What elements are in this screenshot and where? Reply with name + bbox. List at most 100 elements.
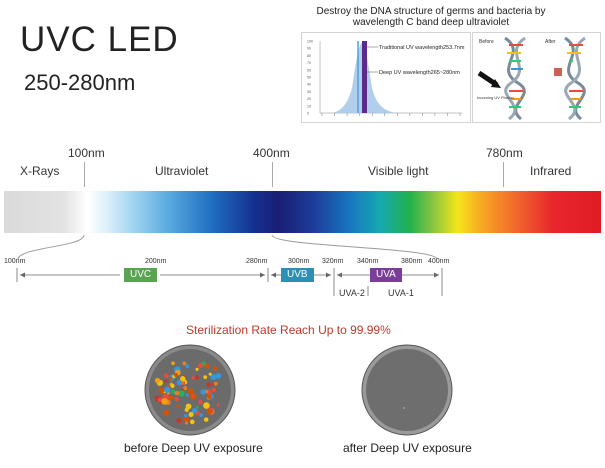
after-caption: after Deep UV exposure [343,441,472,455]
bacteria-colony [200,389,207,395]
uva1-label: UVA-1 [388,288,414,298]
legend-traditional: Traditional UV wavelength253.7nm [379,45,465,51]
petri-dish-after [361,344,453,436]
legend-deep: Deep UV wavelength265~280nm [379,70,460,76]
bacteria-colony [194,375,200,380]
bacteria-colony [198,363,203,368]
bacteria-colony [177,390,185,397]
before-caption: before Deep UV exposure [124,441,263,455]
uv-bands-svg [16,268,443,296]
y-tick-label: 60 [307,68,311,72]
bacteria-colony [185,364,190,369]
deep-uv-band [362,41,367,113]
spectrum-bar [4,191,601,233]
tick-340nm: 340nm [357,258,379,265]
bacteria-colony [157,397,163,403]
bacteria-colony [170,383,175,388]
y-tick-label: 50 [307,76,311,80]
bacteria-colony [207,394,212,399]
dna-caption: Destroy the DNA structure of germs and b… [316,6,546,28]
y-tick-label: 100 [307,40,313,44]
bacteria-colony [206,409,212,415]
bacteria-colony [184,413,188,418]
y-tick-label: 30 [307,90,311,94]
bacteria-colony [208,372,212,376]
uvb-badge: UVB [281,268,314,282]
uvc-badge: UVC [124,268,158,282]
bacteria-colony [195,367,199,371]
zoom-connector [17,234,438,260]
bacteria-colony [198,399,203,405]
bacteria-colony [180,376,186,382]
region-xrays: X-Rays [20,164,60,178]
bacteria-colony [213,381,218,386]
divider-780nm [503,162,504,187]
bacteria-colony [183,416,190,423]
uva2-label: UVA-2 [339,288,365,298]
bacteria-colony [203,375,208,380]
after-label: After [545,39,556,45]
bacteria-colony [189,419,195,425]
y-tick-label: 90 [307,47,311,51]
uv-spectrum-chart: 100 90 80 70 60 50 40 30 20 10 0 Traditional UV wa… [301,32,471,123]
bacteria-colony [212,366,218,371]
bacteria-colony [182,361,187,366]
bacteria-colony [199,413,203,418]
bacteria-colony [176,404,180,408]
tick-280nm: 280nm [246,258,268,265]
marker-100nm: 100nm [68,146,105,160]
marker-400nm: 400nm [253,146,290,160]
bacteria-colony [161,398,168,405]
bacteria-colony [164,379,168,383]
bacteria-colony [191,376,195,380]
bacteria-colony [206,382,211,387]
bacteria-colony [182,386,188,391]
y-tick-label: 10 [307,104,311,108]
bacteria-colony [216,403,220,407]
bacteria-colony [204,363,210,369]
tick-400nm: 400nm [428,258,450,265]
marker-780nm: 780nm [486,146,523,160]
bacteria-colony [158,387,165,394]
bacteria-colony [168,395,174,401]
bacteria-colony [215,373,222,379]
region-infrared: Infrared [530,164,572,178]
divider-100nm [84,162,85,187]
y-tick-label: 0 [307,112,309,116]
region-ultraviolet: Ultraviolet [155,164,209,178]
bacteria-colony [187,388,195,395]
bacteria-colony [210,374,217,381]
wavelength-range: 250-280nm [24,70,136,95]
bacteria-colony [163,373,169,379]
bacteria-colony [171,361,175,366]
y-tick-label: 20 [307,97,311,101]
dna-illustration: Before After Incoming UV Photon [472,32,601,123]
sterilization-heading: Sterilization Rate Reach Up to 99.99% [186,323,391,337]
bacteria-colony [195,405,199,409]
bacteria-colony [191,408,198,414]
bacteria-colony [211,387,217,393]
bacteria-colony [184,407,189,412]
dna-helix-svg: Before After Incoming UV Photon [477,36,586,121]
tick-200nm: 200nm [145,258,167,265]
bacteria-colony [169,376,173,380]
bacteria-colony [203,402,210,409]
bacteria-colony [188,411,194,418]
bacteria-colony [176,417,182,424]
petri-dish-before [144,344,236,436]
bacteria-colony [185,421,188,425]
bacteria-colony [173,372,178,377]
uva-badge: UVA [370,268,402,282]
bacteria-colony [195,411,200,416]
bacteria-colony [203,417,209,422]
tick-300nm: 300nm [288,258,310,265]
bacteria-colony [154,377,161,384]
divider-400nm [272,162,273,187]
product-title: UVC LED [20,20,179,59]
region-visible: Visible light [368,164,429,178]
y-tick-label: 40 [307,83,311,87]
damage-marker [554,68,562,76]
bacteria-colony [185,393,189,397]
bacteria-colony [164,386,171,393]
